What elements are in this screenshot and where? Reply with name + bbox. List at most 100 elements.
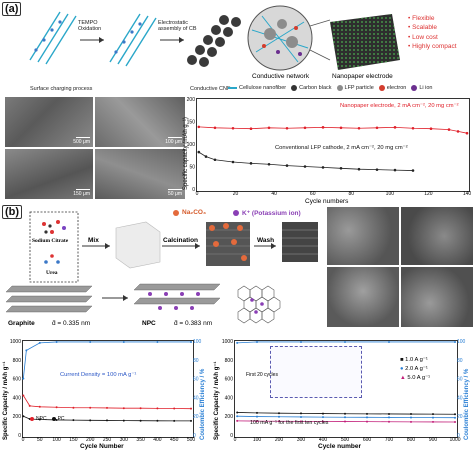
data-point	[190, 419, 192, 422]
y-tick-label: 100	[187, 142, 196, 148]
data-point	[432, 416, 434, 419]
wash-label: Wash	[257, 237, 275, 244]
data-point	[432, 413, 434, 416]
x-tick-label: 400	[319, 437, 328, 443]
x-tick-label: 300	[120, 437, 129, 443]
data-point	[322, 416, 324, 419]
x-tick-label: 50	[37, 437, 43, 443]
chart-b1-xlabel: Cycle Number	[80, 443, 124, 450]
y-tick-label: 400	[225, 395, 234, 401]
chart-b2-legend: ■ 1.0 A g⁻¹ ● 2.0 A g⁻¹ ▲ 5.0 A g⁻¹	[400, 356, 430, 383]
data-point	[344, 340, 346, 343]
sem-image-b4	[400, 266, 474, 328]
data-point	[72, 419, 75, 422]
data-point	[454, 413, 456, 416]
nanopaper-electrode-label: Nanopaper electrode	[332, 73, 393, 80]
data-point	[156, 419, 159, 422]
chart-b1-annotation: Current Density = 100 mA g⁻¹	[60, 372, 137, 378]
data-point	[300, 412, 302, 415]
legend-item-electron: electron	[378, 85, 406, 92]
conductive-network-label: Conductive network	[252, 73, 310, 80]
data-point	[411, 169, 415, 172]
y-tick-label: 200	[187, 97, 196, 103]
data-point	[300, 415, 302, 418]
data-point	[388, 412, 390, 415]
graphite-label: Graphite	[8, 320, 35, 327]
data-point	[106, 419, 108, 422]
data-point	[156, 407, 159, 410]
x-tick-label: 800	[407, 437, 416, 443]
tempo-label: TEMPO Oxidation	[78, 20, 102, 33]
y2-tick-label: 40	[457, 395, 463, 401]
series-line	[22, 395, 192, 410]
series-line	[23, 415, 191, 422]
y-tick-label: 600	[13, 377, 22, 383]
urea-label: Urea	[46, 270, 58, 276]
data-point	[122, 419, 125, 422]
y-tick-label: 150	[187, 120, 196, 126]
x-tick-label: 0	[22, 437, 25, 443]
sem-image-a4: 50 μm	[94, 148, 186, 200]
x-tick-label: 300	[297, 437, 306, 443]
y-tick-label: 1000	[10, 339, 21, 345]
data-point	[213, 126, 217, 130]
series-line	[237, 415, 456, 419]
data-point	[139, 407, 142, 410]
y-tick-label: 200	[225, 414, 234, 420]
sem-image-a1: 500 μm	[4, 96, 94, 148]
series-line	[237, 412, 456, 415]
data-point	[454, 416, 456, 419]
chart-b2-y2label: Coulombic Efficiency / %	[464, 368, 470, 440]
data-point	[213, 158, 217, 162]
legend-item-2A: ● 2.0 A g⁻¹	[400, 365, 428, 372]
data-point	[249, 162, 253, 165]
data-point	[366, 416, 368, 419]
data-point	[236, 411, 239, 414]
y2-tick-label: 0	[193, 433, 196, 439]
x-tick-label: 80	[349, 191, 355, 197]
data-point	[156, 340, 159, 343]
x-tick-label: 700	[385, 437, 394, 443]
data-point	[454, 421, 456, 424]
data-point	[231, 126, 235, 130]
data-point	[236, 341, 239, 344]
chart-b1-legend: NPC PC	[30, 416, 70, 422]
data-point	[55, 340, 58, 343]
y-tick-label: 600	[225, 377, 234, 383]
data-point	[410, 413, 412, 416]
conductive-cnf-label: Conductive CNF	[190, 86, 231, 92]
y2-tick-label: 80	[457, 358, 463, 364]
chart-a-frame	[196, 98, 470, 192]
data-point	[197, 125, 201, 129]
series-line	[198, 151, 414, 171]
chart-b2-inset-label: First 20 cycles	[246, 372, 278, 378]
data-point	[256, 411, 258, 414]
data-point	[89, 419, 92, 422]
features-list: • Flexible • Scalable • Low cost • Highl…	[408, 14, 457, 52]
data-point	[204, 155, 208, 158]
series-line	[22, 341, 191, 379]
y-tick-label: 800	[13, 358, 22, 364]
y-tick-label: 0	[230, 433, 233, 439]
data-point	[278, 415, 280, 418]
data-point	[190, 340, 192, 343]
npc-d-label: d̄ = 0.383 nm	[174, 320, 213, 327]
sem-image-b3	[326, 266, 400, 328]
data-point	[72, 406, 75, 409]
legend-item-lfp: LFP particle	[336, 85, 374, 92]
sem-image-b1	[326, 206, 400, 266]
data-point	[38, 405, 41, 408]
data-point	[278, 420, 280, 423]
y2-tick-label: 100	[457, 339, 466, 345]
chart-a-xlabel: Cycle numbers	[305, 198, 349, 205]
data-point	[410, 416, 412, 419]
x-tick-label: 40	[271, 191, 277, 197]
x-tick-label: 0	[234, 437, 237, 443]
legend-item-pc: PC	[51, 416, 65, 422]
y2-tick-label: 0	[457, 433, 460, 439]
data-point	[106, 406, 108, 409]
x-tick-label: 100	[52, 437, 61, 443]
y2-tick-label: 40	[193, 395, 199, 401]
